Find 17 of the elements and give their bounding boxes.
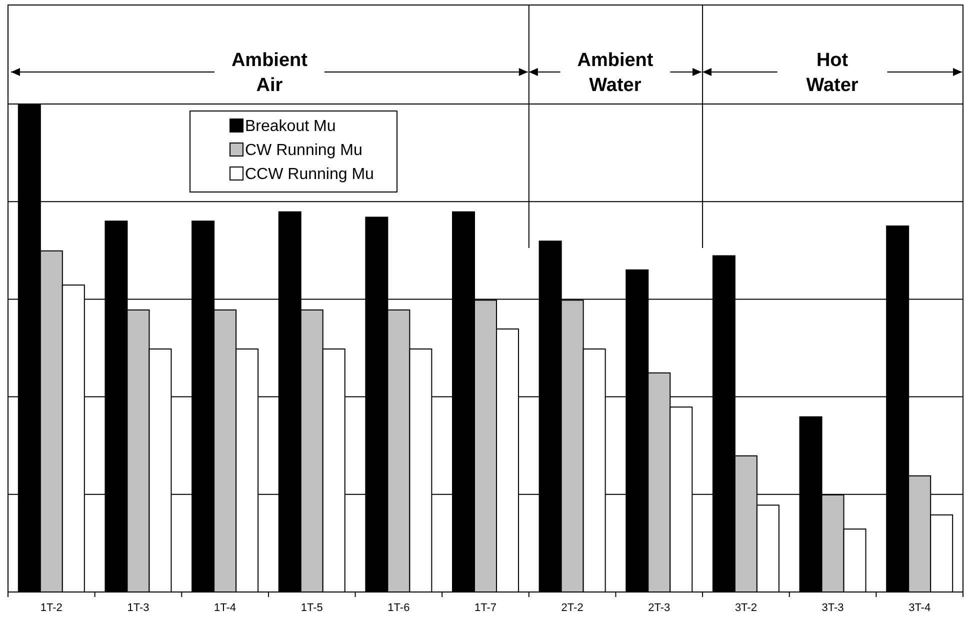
- legend-label: CCW Running Mu: [245, 166, 374, 183]
- x-tick-label: 1T-5: [300, 602, 323, 614]
- text: Ambient Water: [577, 50, 654, 96]
- x-tick-label: 1T-7: [474, 602, 497, 614]
- x-tick-label: 2T-3: [648, 602, 670, 614]
- legend-label: Breakout Mu: [245, 118, 336, 135]
- x-tick-label: 2T-2: [561, 602, 584, 614]
- x-tick-label: 1T-2: [40, 602, 62, 614]
- legend-label: CW Running Mu: [245, 142, 362, 159]
- x-tick-label: 3T-2: [734, 602, 757, 614]
- text: Ambient Air: [231, 50, 308, 96]
- x-tick-label: 3T-4: [908, 602, 931, 614]
- x-tick-label: 3T-3: [822, 602, 844, 614]
- text: Hot Water: [806, 50, 859, 96]
- x-tick-label: 1T-6: [388, 602, 410, 614]
- x-tick-label: 1T-3: [127, 602, 150, 614]
- x-tick-label: 1T-4: [214, 602, 236, 614]
